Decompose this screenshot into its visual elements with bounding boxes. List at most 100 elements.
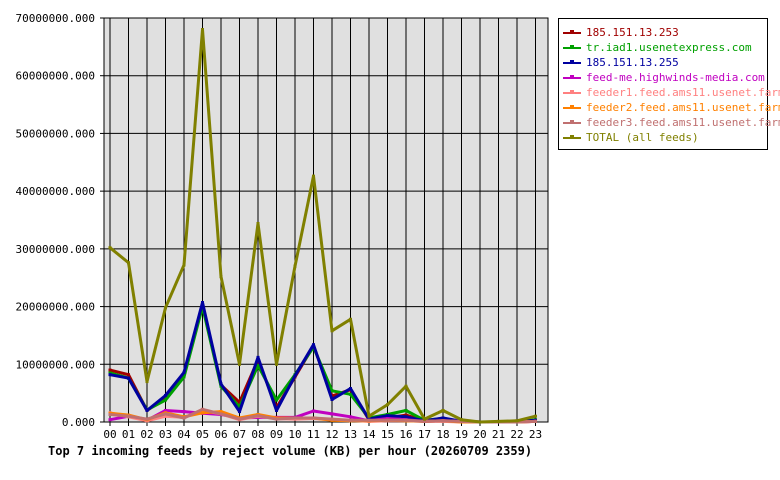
- data-point: [312, 343, 315, 347]
- data-point: [164, 306, 167, 310]
- x-axis-tick-labels: 00 01 02 03 04 05 06 07 08 09 10 11 12 13 14 15 16 17 18 19…: [103, 428, 542, 441]
- data-point: [441, 416, 445, 420]
- y-tick-label: 60000000.000: [16, 70, 95, 83]
- y-tick-label: 20000000.000: [16, 301, 95, 314]
- legend-label: TOTAL (all feeds): [586, 131, 699, 144]
- x-tick-label: 18: [436, 428, 449, 441]
- data-point: [201, 411, 204, 415]
- data-point: [275, 362, 278, 366]
- x-tick-label: 08: [251, 428, 264, 441]
- x-tick-label: 13: [344, 428, 357, 441]
- series-lines: [108, 28, 537, 424]
- legend-swatch: [563, 75, 581, 79]
- data-point: [312, 409, 315, 413]
- data-point: [164, 398, 167, 402]
- legend-swatch: [563, 105, 581, 109]
- legend-swatch: [563, 120, 581, 124]
- y-tick-label: 0.000: [62, 416, 95, 429]
- legend-label: feeder1.feed.ams11.usenet.farm: [586, 86, 780, 99]
- data-point: [293, 374, 297, 378]
- x-tick-label: 10: [288, 428, 301, 441]
- data-point: [256, 414, 260, 418]
- data-point: [423, 417, 426, 421]
- data-point: [182, 416, 186, 420]
- data-point: [349, 418, 352, 422]
- data-point: [404, 415, 408, 419]
- data-point: [108, 368, 112, 372]
- x-gridlines: [109, 18, 536, 426]
- x-tick-label: 09: [270, 428, 283, 441]
- x-tick-label: 20: [473, 428, 486, 441]
- data-point: [182, 263, 186, 267]
- data-point: [293, 264, 297, 268]
- data-point: [164, 393, 167, 397]
- y-tick-label: 50000000.000: [16, 127, 95, 140]
- data-point: [164, 414, 167, 418]
- data-point: [330, 412, 334, 416]
- data-point: [108, 418, 112, 422]
- legend-label: 185.151.13.255: [586, 56, 679, 69]
- x-tick-label: 05: [196, 428, 209, 441]
- x-tick-label: 15: [381, 428, 394, 441]
- data-point: [145, 380, 149, 384]
- data-point: [219, 275, 223, 279]
- data-point: [275, 398, 278, 402]
- series-line: [108, 28, 537, 424]
- legend-swatch: [563, 30, 581, 34]
- data-point: [441, 419, 445, 423]
- x-tick-label: 16: [399, 428, 412, 441]
- legend-label: feed-me.highwinds-media.com: [586, 71, 765, 84]
- data-point: [182, 410, 186, 414]
- x-tick-label: 03: [159, 428, 172, 441]
- data-point: [367, 414, 371, 418]
- data-point: [386, 418, 389, 422]
- data-point: [404, 413, 408, 417]
- x-tick-label: 01: [122, 428, 135, 441]
- data-point: [127, 373, 130, 377]
- data-point: [386, 417, 389, 421]
- data-point: [386, 414, 389, 418]
- data-point: [330, 329, 334, 333]
- data-point: [108, 246, 112, 250]
- data-point: [478, 420, 482, 424]
- data-point: [164, 408, 167, 412]
- data-point: [201, 407, 204, 411]
- data-point: [349, 317, 352, 321]
- data-point: [256, 355, 260, 359]
- x-tick-label: 02: [140, 428, 153, 441]
- x-tick-label: 06: [214, 428, 227, 441]
- x-tick-label: 22: [510, 428, 523, 441]
- data-point: [164, 412, 167, 416]
- data-point: [145, 417, 149, 421]
- data-point: [423, 419, 426, 423]
- data-point: [330, 397, 334, 401]
- data-point: [404, 408, 408, 412]
- data-point: [460, 419, 463, 423]
- x-tick-label: 19: [455, 428, 468, 441]
- data-point: [293, 416, 297, 420]
- x-tick-label: 04: [177, 428, 191, 441]
- data-point: [349, 387, 352, 391]
- data-point: [349, 415, 352, 419]
- x-tick-label: 21: [492, 428, 505, 441]
- data-point: [404, 418, 408, 422]
- legend-label: tr.iad1.usenetexpress.com: [586, 41, 752, 54]
- x-tick-label: 07: [233, 428, 246, 441]
- data-point: [145, 408, 149, 412]
- data-point: [386, 403, 389, 407]
- y-axis-tick-labels: 0.000 10000000.000 20000000.000 30000000.00…: [16, 12, 95, 429]
- x-tick-label: 11: [307, 428, 320, 441]
- data-point: [127, 261, 130, 265]
- data-point: [275, 408, 278, 412]
- data-point: [330, 389, 334, 393]
- data-point: [108, 371, 112, 375]
- data-point: [219, 412, 223, 416]
- data-point: [404, 384, 408, 388]
- data-point: [219, 410, 223, 414]
- x-tick-label: 17: [418, 428, 431, 441]
- data-point: [238, 400, 241, 404]
- data-point: [330, 417, 334, 421]
- data-point: [534, 419, 537, 423]
- data-point: [460, 418, 463, 422]
